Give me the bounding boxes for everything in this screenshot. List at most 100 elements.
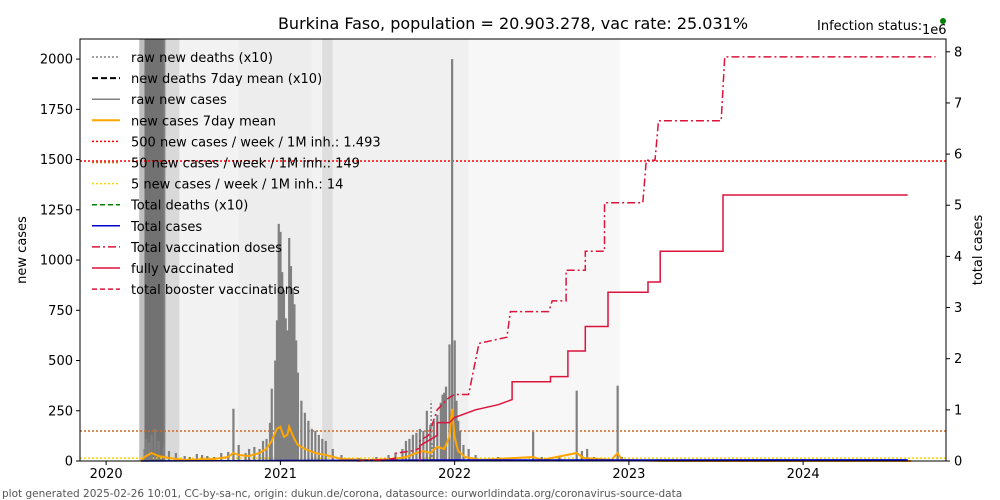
raw-new-cases-bar: [195, 453, 198, 461]
raw-new-cases-bar: [270, 388, 273, 461]
background-band: [469, 39, 621, 461]
raw-new-cases-bar: [275, 320, 279, 461]
raw-new-cases-bar: [258, 448, 261, 461]
x-tick-label: 2023: [612, 467, 645, 482]
raw-new-cases-bar: [321, 438, 324, 461]
raw-new-cases-bar: [458, 430, 462, 461]
raw-new-cases-bar: [422, 430, 425, 461]
raw-new-cases-bar: [162, 446, 165, 461]
legend-label: 50 new cases / week / 1M inh.: 149: [131, 157, 360, 172]
y-right-tick-label: 7: [954, 96, 962, 111]
y-right-tick-label: 0: [954, 455, 962, 470]
raw-new-cases-bar: [143, 448, 146, 461]
raw-new-cases-bar: [324, 440, 327, 461]
infection-status-dot: [940, 18, 946, 24]
raw-new-cases-bar: [282, 290, 286, 461]
raw-new-cases-bar: [303, 412, 306, 461]
raw-new-cases-bar: [439, 402, 442, 461]
raw-new-cases-bar: [436, 414, 439, 461]
y-right-tick-label: 4: [954, 250, 962, 265]
footer-note: plot generated 2025-02-26 10:01, CC-by-s…: [2, 488, 682, 500]
raw-new-cases-bar: [317, 434, 320, 461]
x-tick-label: 2022: [438, 467, 471, 482]
legend-label: raw new cases: [131, 93, 227, 108]
right-axis-scale-label: 1e6: [922, 23, 947, 38]
legend-label: Total vaccination doses: [130, 241, 282, 256]
raw-new-cases-bar: [411, 434, 415, 461]
x-tick-label: 2021: [264, 467, 297, 482]
y-left-tick-label: 500: [48, 354, 73, 369]
axes: 2020 2021 2022 2023 202402505007501000125015…: [40, 45, 962, 482]
y-right-tick-label: 1: [954, 403, 962, 418]
raw-new-cases-bar: [432, 420, 435, 461]
total-vaccination-doses-line: [357, 56, 936, 462]
raw-new-cases-bar: [244, 452, 247, 461]
y-right-tick-label: 6: [954, 148, 962, 163]
legend-label: new deaths 7day mean (x10): [131, 72, 322, 87]
raw-new-cases-bar: [147, 442, 151, 461]
raw-new-cases-bar: [281, 272, 284, 461]
legend-label: fully vaccinated: [131, 262, 234, 277]
y-left-tick-label: 1750: [40, 103, 73, 118]
raw-new-cases-bar: [451, 59, 454, 461]
background-band: [179, 39, 239, 461]
y-left-tick-label: 250: [48, 404, 73, 419]
raw-new-cases-bar: [331, 448, 334, 461]
raw-new-cases-bar: [291, 288, 294, 461]
raw-new-cases-bar: [429, 424, 432, 461]
background-band: [311, 39, 323, 461]
series-layer: [80, 56, 946, 462]
background-band: [419, 39, 469, 461]
legend-label: new cases 7day mean: [131, 114, 276, 129]
raw-new-cases-bar: [404, 440, 408, 461]
raw-new-cases-bar: [289, 266, 293, 461]
plot-frame: [79, 38, 947, 462]
left-axis-label: new cases: [15, 216, 30, 284]
raw-new-cases-bar: [408, 438, 411, 461]
legend-label: raw new deaths (x10): [131, 51, 273, 66]
legend-label: 5 new cases / week / 1M inh.: 14: [131, 178, 343, 193]
raw-new-cases-bar: [616, 385, 619, 461]
legend-label: Total cases: [130, 220, 202, 235]
right-axis-label: total cases: [971, 215, 986, 286]
y-right-tick-label: 8: [954, 45, 962, 60]
background-band: [322, 39, 333, 461]
raw-new-cases-bar: [277, 223, 280, 461]
background-band: [144, 39, 166, 461]
raw-new-cases-bar: [457, 420, 460, 461]
raw-new-cases-bar: [300, 400, 303, 461]
chart-title: Burkina Faso, population = 20.903.278, v…: [278, 14, 748, 33]
new-cases-7day-mean-line: [140, 408, 912, 462]
raw-new-cases-bar: [293, 304, 296, 461]
raw-new-cases-bar: [174, 452, 178, 461]
raw-new-cases-bar: [288, 237, 291, 461]
raw-new-cases-bar: [274, 360, 277, 461]
legend: raw new deaths (x10) new deaths 7day mean…: [92, 51, 381, 298]
raw-new-cases-bar: [455, 400, 458, 461]
y-left-tick-label: 0: [65, 455, 73, 470]
raw-new-cases-bar: [314, 430, 317, 461]
raw-new-cases-bar: [237, 444, 240, 461]
raw-new-cases-bar: [462, 444, 465, 461]
raw-new-cases-bar: [150, 434, 153, 461]
legend-label: total booster vaccinations: [131, 283, 300, 298]
raw-new-cases-bar: [145, 438, 148, 461]
raw-new-cases-bar: [558, 456, 561, 461]
y-left-tick-label: 1000: [40, 254, 73, 269]
raw-new-cases-bar: [157, 440, 160, 461]
raw-new-cases-bar: [453, 340, 456, 461]
infection-status-label: Infection status:: [817, 19, 922, 34]
raw-new-cases-bar: [153, 428, 157, 461]
raw-new-cases-bar: [284, 318, 287, 461]
raw-new-cases-bar: [232, 408, 235, 461]
raw-new-cases-bar: [286, 330, 289, 461]
raw-new-cases-bar: [467, 448, 470, 461]
legend-label: Total deaths (x10): [130, 199, 248, 214]
legend-label: 500 new cases / week / 1M inh.: 1.493: [131, 135, 381, 150]
raw-new-cases-bar: [200, 454, 204, 461]
y-left-tick-label: 750: [48, 304, 73, 319]
y-right-tick-label: 5: [954, 199, 962, 214]
x-tick-label: 2024: [787, 467, 820, 482]
y-left-tick-label: 1250: [40, 203, 73, 218]
